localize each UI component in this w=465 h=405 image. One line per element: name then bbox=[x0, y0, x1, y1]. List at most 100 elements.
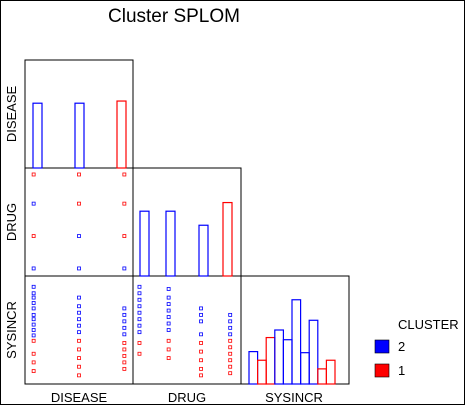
histogram-bar-drug bbox=[165, 210, 176, 277]
scatter-point-sysincr-vs-disease bbox=[31, 301, 36, 305]
scatter-point-sysincr-vs-drug bbox=[137, 351, 142, 356]
histogram-bar-drug bbox=[198, 224, 209, 277]
histogram-bar-sysincr bbox=[325, 359, 336, 385]
histogram-bar-sysincr bbox=[291, 299, 302, 385]
chart-title: Cluster SPLOM bbox=[108, 6, 240, 27]
scatter-point-sysincr-vs-drug bbox=[199, 332, 203, 337]
scatter-point-sysincr-vs-drug bbox=[166, 315, 171, 319]
histogram-bar-sysincr bbox=[248, 351, 259, 385]
scatter-point-sysincr-vs-drug bbox=[166, 328, 171, 332]
scatter-point-drug-vs-disease bbox=[122, 234, 127, 238]
scatter-point-sysincr-vs-drug bbox=[228, 351, 233, 356]
scatter-point-sysincr-vs-drug bbox=[228, 338, 233, 343]
scatter-point-sysincr-vs-disease bbox=[122, 360, 127, 365]
scatter-point-sysincr-vs-drug bbox=[137, 291, 142, 296]
histogram-bar-disease bbox=[74, 102, 85, 169]
scatter-point-sysincr-vs-disease bbox=[77, 356, 81, 360]
histogram-bar-sysincr bbox=[300, 352, 310, 385]
legend-swatch-cluster-1 bbox=[374, 363, 390, 378]
scatter-point-drug-vs-disease bbox=[31, 234, 36, 238]
scatter-point-sysincr-vs-drug bbox=[199, 306, 203, 311]
scatter-point-sysincr-vs-drug bbox=[199, 358, 203, 363]
scatter-point-sysincr-vs-drug bbox=[228, 319, 233, 324]
scatter-point-sysincr-vs-drug bbox=[228, 332, 233, 337]
scatter-point-sysincr-vs-drug bbox=[137, 317, 142, 322]
scatter-point-drug-vs-disease bbox=[122, 172, 127, 177]
legend-label-cluster-2: 2 bbox=[398, 339, 405, 354]
scatter-point-sysincr-vs-disease bbox=[31, 351, 36, 356]
scatter-point-sysincr-vs-drug bbox=[166, 356, 171, 360]
scatter-point-sysincr-vs-drug bbox=[137, 284, 142, 289]
scatter-point-sysincr-vs-disease bbox=[31, 291, 36, 296]
scatter-point-sysincr-vs-disease bbox=[122, 325, 127, 330]
histogram-bar-sysincr bbox=[317, 368, 327, 385]
scatter-point-sysincr-vs-drug bbox=[137, 341, 142, 345]
scatter-point-sysincr-vs-drug bbox=[137, 323, 142, 328]
histogram-bar-sysincr bbox=[282, 339, 293, 385]
scatter-point-sysincr-vs-drug bbox=[166, 338, 171, 343]
scatter-point-sysincr-vs-drug bbox=[199, 366, 203, 371]
scatter-point-sysincr-vs-disease bbox=[31, 306, 36, 311]
scatter-point-drug-vs-disease bbox=[77, 234, 81, 238]
x-axis-label-disease: DISEASE bbox=[51, 390, 108, 404]
scatter-point-sysincr-vs-drug bbox=[166, 287, 171, 291]
scatter-point-sysincr-vs-drug bbox=[199, 319, 203, 324]
scatter-point-sysincr-vs-disease bbox=[122, 312, 127, 317]
scatter-point-sysincr-vs-disease bbox=[77, 317, 81, 322]
scatter-point-sysincr-vs-disease bbox=[31, 322, 36, 327]
splom-marks bbox=[31, 100, 336, 385]
x-axis-label-sysincr: SYSINCR bbox=[265, 390, 323, 404]
scatter-point-sysincr-vs-drug bbox=[199, 312, 203, 317]
scatter-point-sysincr-vs-disease bbox=[77, 323, 81, 328]
scatter-point-drug-vs-disease bbox=[122, 266, 127, 271]
scatter-point-sysincr-vs-drug bbox=[228, 325, 233, 330]
scatter-point-sysincr-vs-drug bbox=[228, 364, 233, 369]
scatter-point-sysincr-vs-drug bbox=[228, 371, 233, 376]
scatter-point-sysincr-vs-disease bbox=[31, 338, 36, 343]
scatter-point-sysincr-vs-disease bbox=[31, 328, 36, 332]
y-axis-label-disease: DISEASE bbox=[4, 85, 19, 142]
scatter-point-sysincr-vs-disease bbox=[77, 310, 81, 315]
scatter-point-sysincr-vs-disease bbox=[77, 338, 81, 343]
scatter-point-sysincr-vs-disease bbox=[122, 319, 127, 324]
histogram-bar-disease bbox=[32, 102, 43, 169]
histogram-bar-sysincr bbox=[308, 319, 319, 385]
histogram-bar-sysincr bbox=[274, 329, 284, 385]
scatter-point-sysincr-vs-disease bbox=[122, 306, 127, 311]
y-axis-label-sysincr: SYSINCR bbox=[4, 301, 19, 359]
scatter-point-sysincr-vs-disease bbox=[77, 373, 81, 378]
scatter-point-drug-vs-disease bbox=[77, 172, 81, 177]
scatter-point-drug-vs-disease bbox=[122, 201, 127, 206]
scatter-point-sysincr-vs-drug bbox=[228, 358, 233, 363]
scatter-point-sysincr-vs-drug bbox=[199, 341, 203, 345]
splom-cell-drug-disease bbox=[24, 167, 134, 277]
x-axis-label-drug: DRUG bbox=[168, 390, 206, 404]
scatter-point-sysincr-vs-disease bbox=[77, 364, 81, 369]
scatter-point-sysincr-vs-disease bbox=[77, 347, 81, 352]
scatter-point-drug-vs-disease bbox=[31, 172, 36, 177]
scatter-point-sysincr-vs-drug bbox=[166, 302, 171, 306]
scatter-point-sysincr-vs-disease bbox=[31, 360, 36, 365]
scatter-point-sysincr-vs-disease bbox=[31, 317, 36, 322]
scatter-point-sysincr-vs-disease bbox=[122, 354, 127, 358]
scatter-point-sysincr-vs-drug bbox=[199, 349, 203, 354]
scatter-point-sysincr-vs-drug bbox=[166, 347, 171, 352]
scatter-point-sysincr-vs-disease bbox=[31, 284, 36, 289]
scatter-point-sysincr-vs-drug bbox=[228, 345, 233, 350]
scatter-point-sysincr-vs-drug bbox=[137, 297, 142, 302]
histogram-bar-sysincr bbox=[257, 359, 267, 385]
scatter-point-drug-vs-disease bbox=[77, 201, 81, 206]
histogram-bar-disease bbox=[116, 100, 127, 169]
scatter-point-drug-vs-disease bbox=[77, 266, 81, 271]
scatter-point-sysincr-vs-disease bbox=[77, 304, 81, 309]
scatter-point-sysincr-vs-drug bbox=[166, 295, 171, 300]
histogram-bar-drug bbox=[222, 201, 233, 277]
scatter-point-sysincr-vs-disease bbox=[31, 369, 36, 373]
splom-cell-sysincr-drug bbox=[132, 275, 242, 385]
scatter-point-sysincr-vs-drug bbox=[166, 308, 171, 313]
histogram-bar-drug bbox=[139, 210, 150, 277]
scatter-point-sysincr-vs-disease bbox=[122, 347, 127, 352]
scatter-point-sysincr-vs-disease bbox=[122, 332, 127, 337]
scatter-point-sysincr-vs-drug bbox=[166, 321, 171, 326]
